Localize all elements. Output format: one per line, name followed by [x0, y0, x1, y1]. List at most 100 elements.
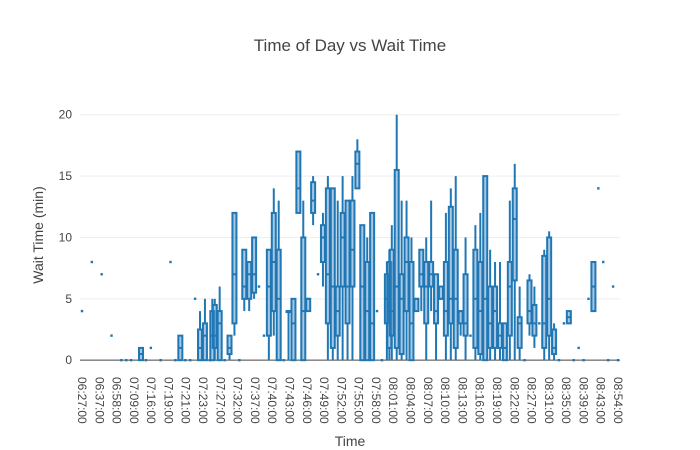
box-point	[606, 358, 610, 362]
box-point	[257, 285, 261, 288]
y-axis-ticks: 0 5 10 15 20	[59, 108, 73, 367]
box-c77	[482, 175, 489, 362]
box-body	[487, 285, 494, 349]
box-c15	[188, 358, 192, 362]
box-c48	[344, 199, 351, 361]
box-point	[582, 358, 585, 362]
box-c72	[457, 310, 464, 336]
box-body	[477, 261, 484, 356]
x-tick-label: 08:10:00	[438, 377, 452, 424]
box-c54	[375, 309, 379, 313]
x-tick-label: 08:31:00	[542, 377, 556, 424]
x-tick-label: 07:09:00	[127, 377, 141, 424]
box-c55	[380, 358, 384, 362]
box-c03	[110, 334, 113, 337]
box-c13	[177, 334, 184, 362]
box-c37	[290, 297, 297, 362]
box-c02	[100, 273, 103, 276]
box-c75	[472, 225, 479, 361]
box-c85	[523, 358, 526, 362]
box-body	[226, 334, 233, 356]
box-c47	[339, 176, 346, 361]
box-c45	[329, 187, 336, 361]
box-c00	[80, 309, 84, 313]
box-body	[305, 297, 312, 313]
box-body	[329, 187, 336, 349]
box-c46	[334, 200, 341, 361]
box-c60	[398, 200, 405, 361]
box-series	[80, 114, 620, 362]
box-c61	[403, 200, 410, 361]
x-tick-label: 08:39:00	[576, 377, 590, 424]
box-body	[290, 297, 297, 362]
y-axis-title: Wait Time (min)	[30, 186, 46, 283]
box-c23	[223, 358, 226, 362]
x-tick-label: 07:37:00	[248, 377, 262, 424]
x-tick-label: 08:07:00	[421, 377, 435, 424]
x-tick-label: 08:19:00	[490, 377, 504, 424]
x-tick-label: 08:01:00	[386, 377, 400, 424]
box-body	[462, 273, 469, 337]
box-c42	[316, 273, 320, 276]
x-tick-label: 06:58:00	[110, 377, 124, 424]
x-tick-label: 07:43:00	[282, 377, 296, 424]
box-body	[433, 273, 440, 325]
box-c88	[538, 322, 541, 325]
y-tick-label: 15	[59, 169, 73, 183]
box-body	[344, 199, 351, 325]
box-body	[423, 261, 430, 325]
box-point	[262, 334, 266, 337]
box-body	[231, 211, 238, 325]
box-c98	[587, 297, 590, 301]
box-c28	[246, 261, 253, 312]
x-tick-label: 07:46:00	[300, 377, 314, 424]
x-tick-label: 06:37:00	[92, 377, 106, 424]
box-c66	[428, 200, 435, 312]
chart-title: Time of Day vs Wait Time	[254, 36, 446, 55]
box-point	[572, 358, 575, 362]
x-tick-label: 07:19:00	[161, 377, 175, 424]
box-body	[551, 328, 558, 356]
box-c89	[541, 249, 548, 361]
box-c41	[310, 176, 317, 226]
box-c80	[496, 262, 503, 361]
box-point	[120, 358, 123, 362]
box-c35	[282, 358, 285, 362]
box-point	[616, 358, 620, 362]
box-body	[388, 248, 395, 337]
y-tick-label: 5	[65, 292, 72, 306]
box-point	[587, 297, 590, 301]
box-body	[418, 248, 425, 288]
box-c33	[270, 188, 277, 336]
box-body	[265, 248, 272, 337]
x-tick-label: 07:40:00	[265, 377, 279, 424]
box-point	[597, 187, 600, 190]
box-body	[526, 279, 533, 325]
box-c95	[572, 358, 575, 362]
box-c84	[516, 286, 523, 361]
x-tick-label: 07:55:00	[352, 377, 366, 424]
box-c90	[546, 231, 553, 361]
x-tick-label: 06:27:00	[75, 377, 89, 424]
box-body	[546, 236, 553, 337]
box-body	[408, 261, 415, 362]
box-c34	[275, 200, 282, 362]
box-c14	[184, 358, 187, 362]
box-point	[188, 358, 192, 362]
x-tick-label: 07:21:00	[179, 377, 193, 424]
box-point	[193, 297, 197, 301]
box-c12	[174, 358, 177, 362]
box-point	[469, 334, 472, 337]
box-point	[169, 260, 172, 264]
box-c11	[169, 260, 172, 264]
x-tick-label: 08:43:00	[594, 377, 608, 424]
box-c97	[582, 358, 585, 362]
box-body	[437, 285, 444, 300]
box-body	[349, 199, 356, 288]
box-body	[319, 224, 326, 264]
box-c100	[597, 187, 600, 190]
box-c10	[159, 358, 162, 362]
box-body	[457, 310, 464, 325]
box-body	[541, 254, 548, 349]
